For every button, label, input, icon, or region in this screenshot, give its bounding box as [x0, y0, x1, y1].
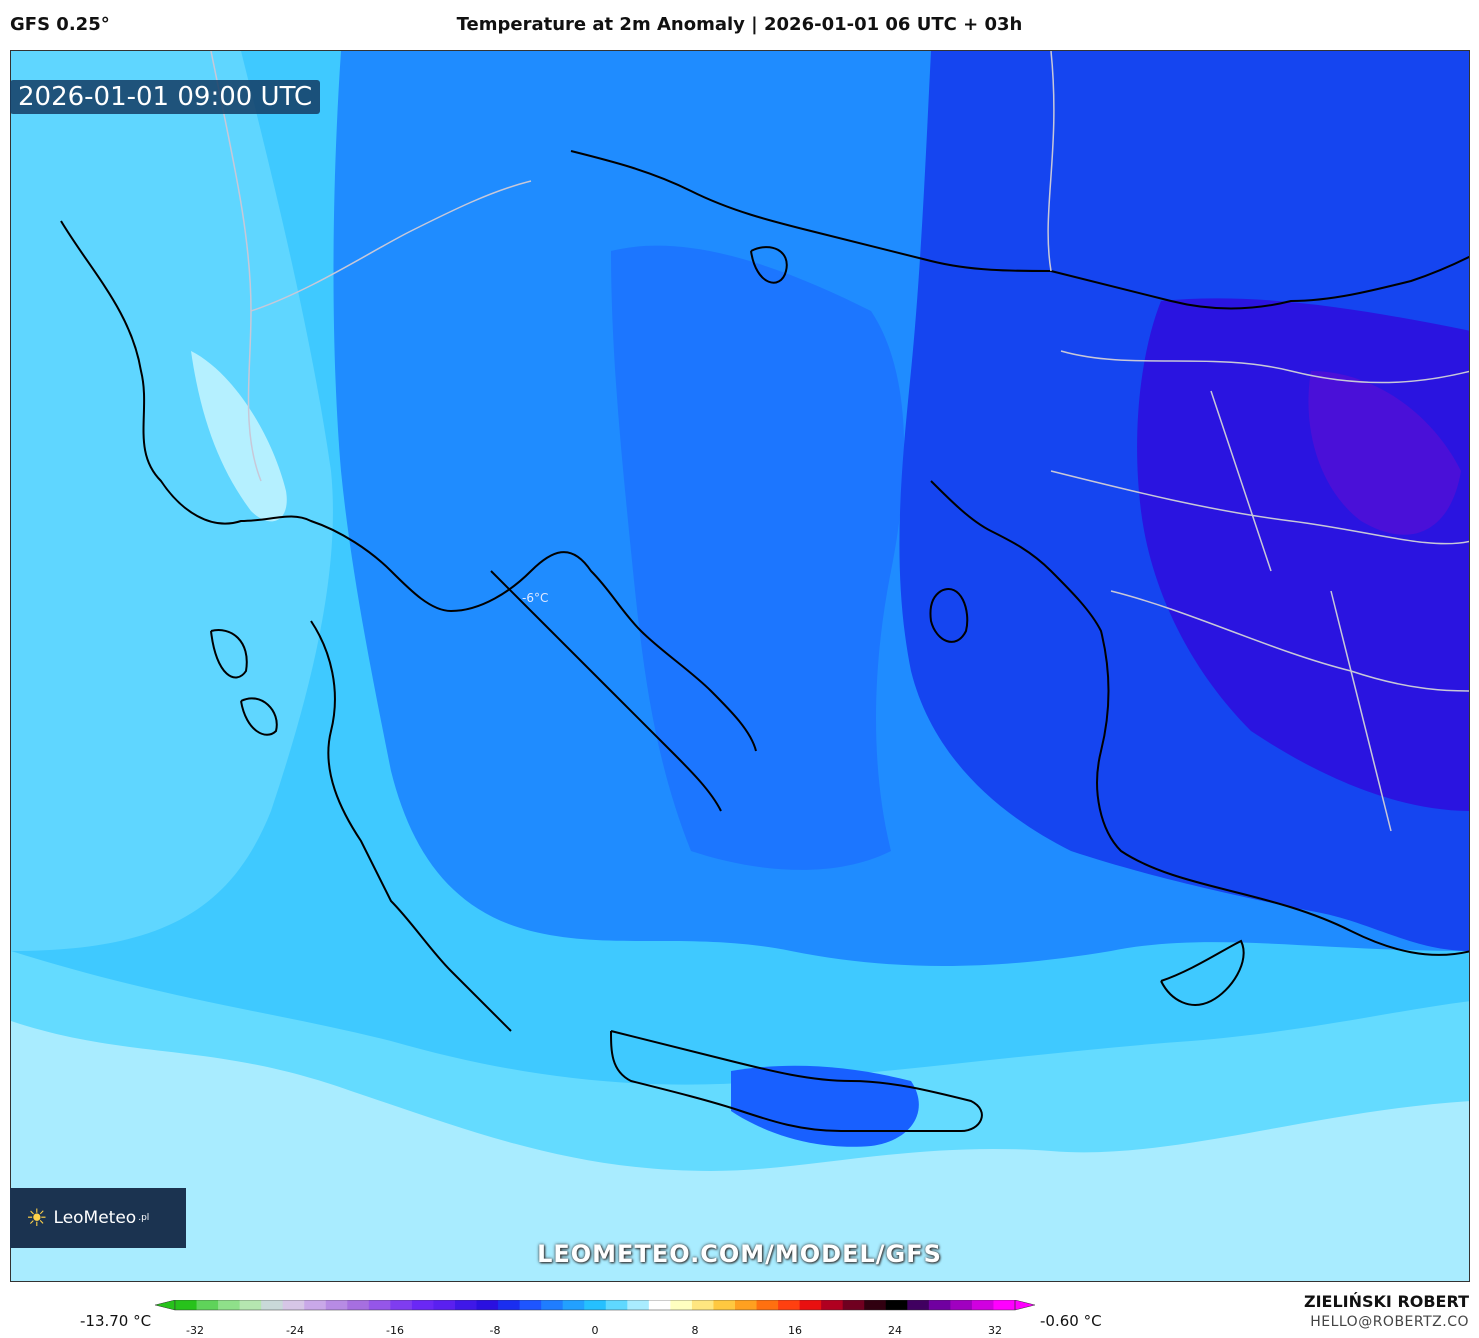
colorbar-swatch	[325, 1300, 348, 1310]
colorbar-swatch	[885, 1300, 908, 1310]
colorbar-swatch	[476, 1300, 499, 1310]
colorbar-swatch	[950, 1300, 973, 1310]
colorbar-tick-label: 0	[591, 1324, 599, 1337]
colorbar-swatch	[778, 1300, 801, 1310]
logo-text: LeoMeteo	[53, 1208, 137, 1228]
colorbar-swatch	[541, 1300, 564, 1310]
colorbar-swatch	[691, 1300, 714, 1310]
colorbar-tick-label: 24	[888, 1324, 902, 1337]
colorbar-swatch	[907, 1300, 930, 1310]
colorbar-swatch	[799, 1300, 822, 1310]
model-label: GFS 0.25°	[10, 14, 110, 35]
anomaly-band-palest	[11, 1011, 1469, 1281]
colorbar-swatch	[175, 1300, 198, 1310]
author-name: ZIELIŃSKI ROBERT	[1303, 1292, 1469, 1311]
colorbar-tick-label: 8	[691, 1324, 699, 1337]
colorbar-swatch	[584, 1300, 607, 1310]
source-url[interactable]: LEOMETEO.COM/MODEL/GFS	[537, 1240, 942, 1268]
colorbar-swatch	[196, 1300, 219, 1310]
colorbar-arrow-min	[154, 1299, 176, 1311]
colorbar-swatch	[993, 1300, 1016, 1310]
author-email[interactable]: HELLO@ROBERTZ.CO	[1310, 1314, 1469, 1330]
colorbar-swatch	[347, 1300, 370, 1310]
colorbar-swatch	[239, 1300, 262, 1310]
map-title: Temperature at 2m Anomaly | 2026-01-01 0…	[456, 14, 1023, 35]
colorbar-swatch	[627, 1300, 650, 1310]
anomaly-spot-crete	[731, 1065, 919, 1147]
colorbar-swatch	[411, 1300, 434, 1310]
colorbar-swatch	[261, 1300, 284, 1310]
colorbar-swatch	[821, 1300, 844, 1310]
colorbar-swatch	[648, 1300, 671, 1310]
colorbar-arrow-max	[1014, 1299, 1036, 1311]
colorbar-swatch	[455, 1300, 478, 1310]
colorbar-max-label: -0.60 °C	[1040, 1312, 1102, 1330]
colorbar-tick-label: 16	[788, 1324, 802, 1337]
colorbar-swatch	[218, 1300, 241, 1310]
colorbar-swatch	[498, 1300, 521, 1310]
colorbar-swatch	[670, 1300, 693, 1310]
colorbar-swatch	[971, 1300, 994, 1310]
colorbar-tick-label: 32	[988, 1324, 1002, 1337]
country-borders	[210, 51, 1469, 832]
colorbar-swatch	[756, 1300, 779, 1310]
colorbar-swatch	[304, 1300, 327, 1310]
colorbar-swatch	[864, 1300, 887, 1310]
colorbar-swatch	[368, 1300, 391, 1310]
colorbar-swatch	[282, 1300, 305, 1310]
colorbar-min-label: -13.70 °C	[80, 1312, 152, 1330]
anomaly-spot-violet	[1308, 371, 1461, 535]
colorbar-strip	[154, 1299, 1036, 1311]
colorbar-swatch	[605, 1300, 628, 1310]
colorbar-swatch	[735, 1300, 758, 1310]
colorbar-tick-label: -24	[286, 1324, 304, 1337]
temperature-anomaly-field	[11, 51, 1469, 1281]
anomaly-band-light-2	[11, 951, 1469, 1171]
colorbar-tick-label: -32	[186, 1324, 204, 1337]
anomaly-spot-pale	[191, 351, 287, 522]
colorbar-swatch	[433, 1300, 456, 1310]
colorbar-tick-label: -16	[386, 1324, 404, 1337]
sun-icon: ☀	[26, 1204, 48, 1232]
colorbar-swatch	[713, 1300, 736, 1310]
colorbar-swatch	[928, 1300, 951, 1310]
colorbar-swatch	[842, 1300, 865, 1310]
colorbar-tick-label: -8	[489, 1324, 501, 1337]
colorbar-swatch	[390, 1300, 413, 1310]
valid-time-badge: 2026-01-01 09:00 UTC	[10, 80, 321, 114]
map-canvas	[10, 50, 1470, 1282]
leometeo-logo[interactable]: ☀ LeoMeteo .pl	[10, 1188, 186, 1248]
coastlines	[60, 150, 1469, 1132]
logo-suffix: .pl	[138, 1213, 150, 1223]
anomaly-band-aegean	[611, 245, 905, 870]
point-temperature-label: -6°C	[522, 591, 549, 605]
colorbar-swatch	[562, 1300, 585, 1310]
colorbar-swatch	[519, 1300, 542, 1310]
colorbar: -32 -24 -16 -8 0 8 16 24 32	[154, 1299, 1036, 1337]
